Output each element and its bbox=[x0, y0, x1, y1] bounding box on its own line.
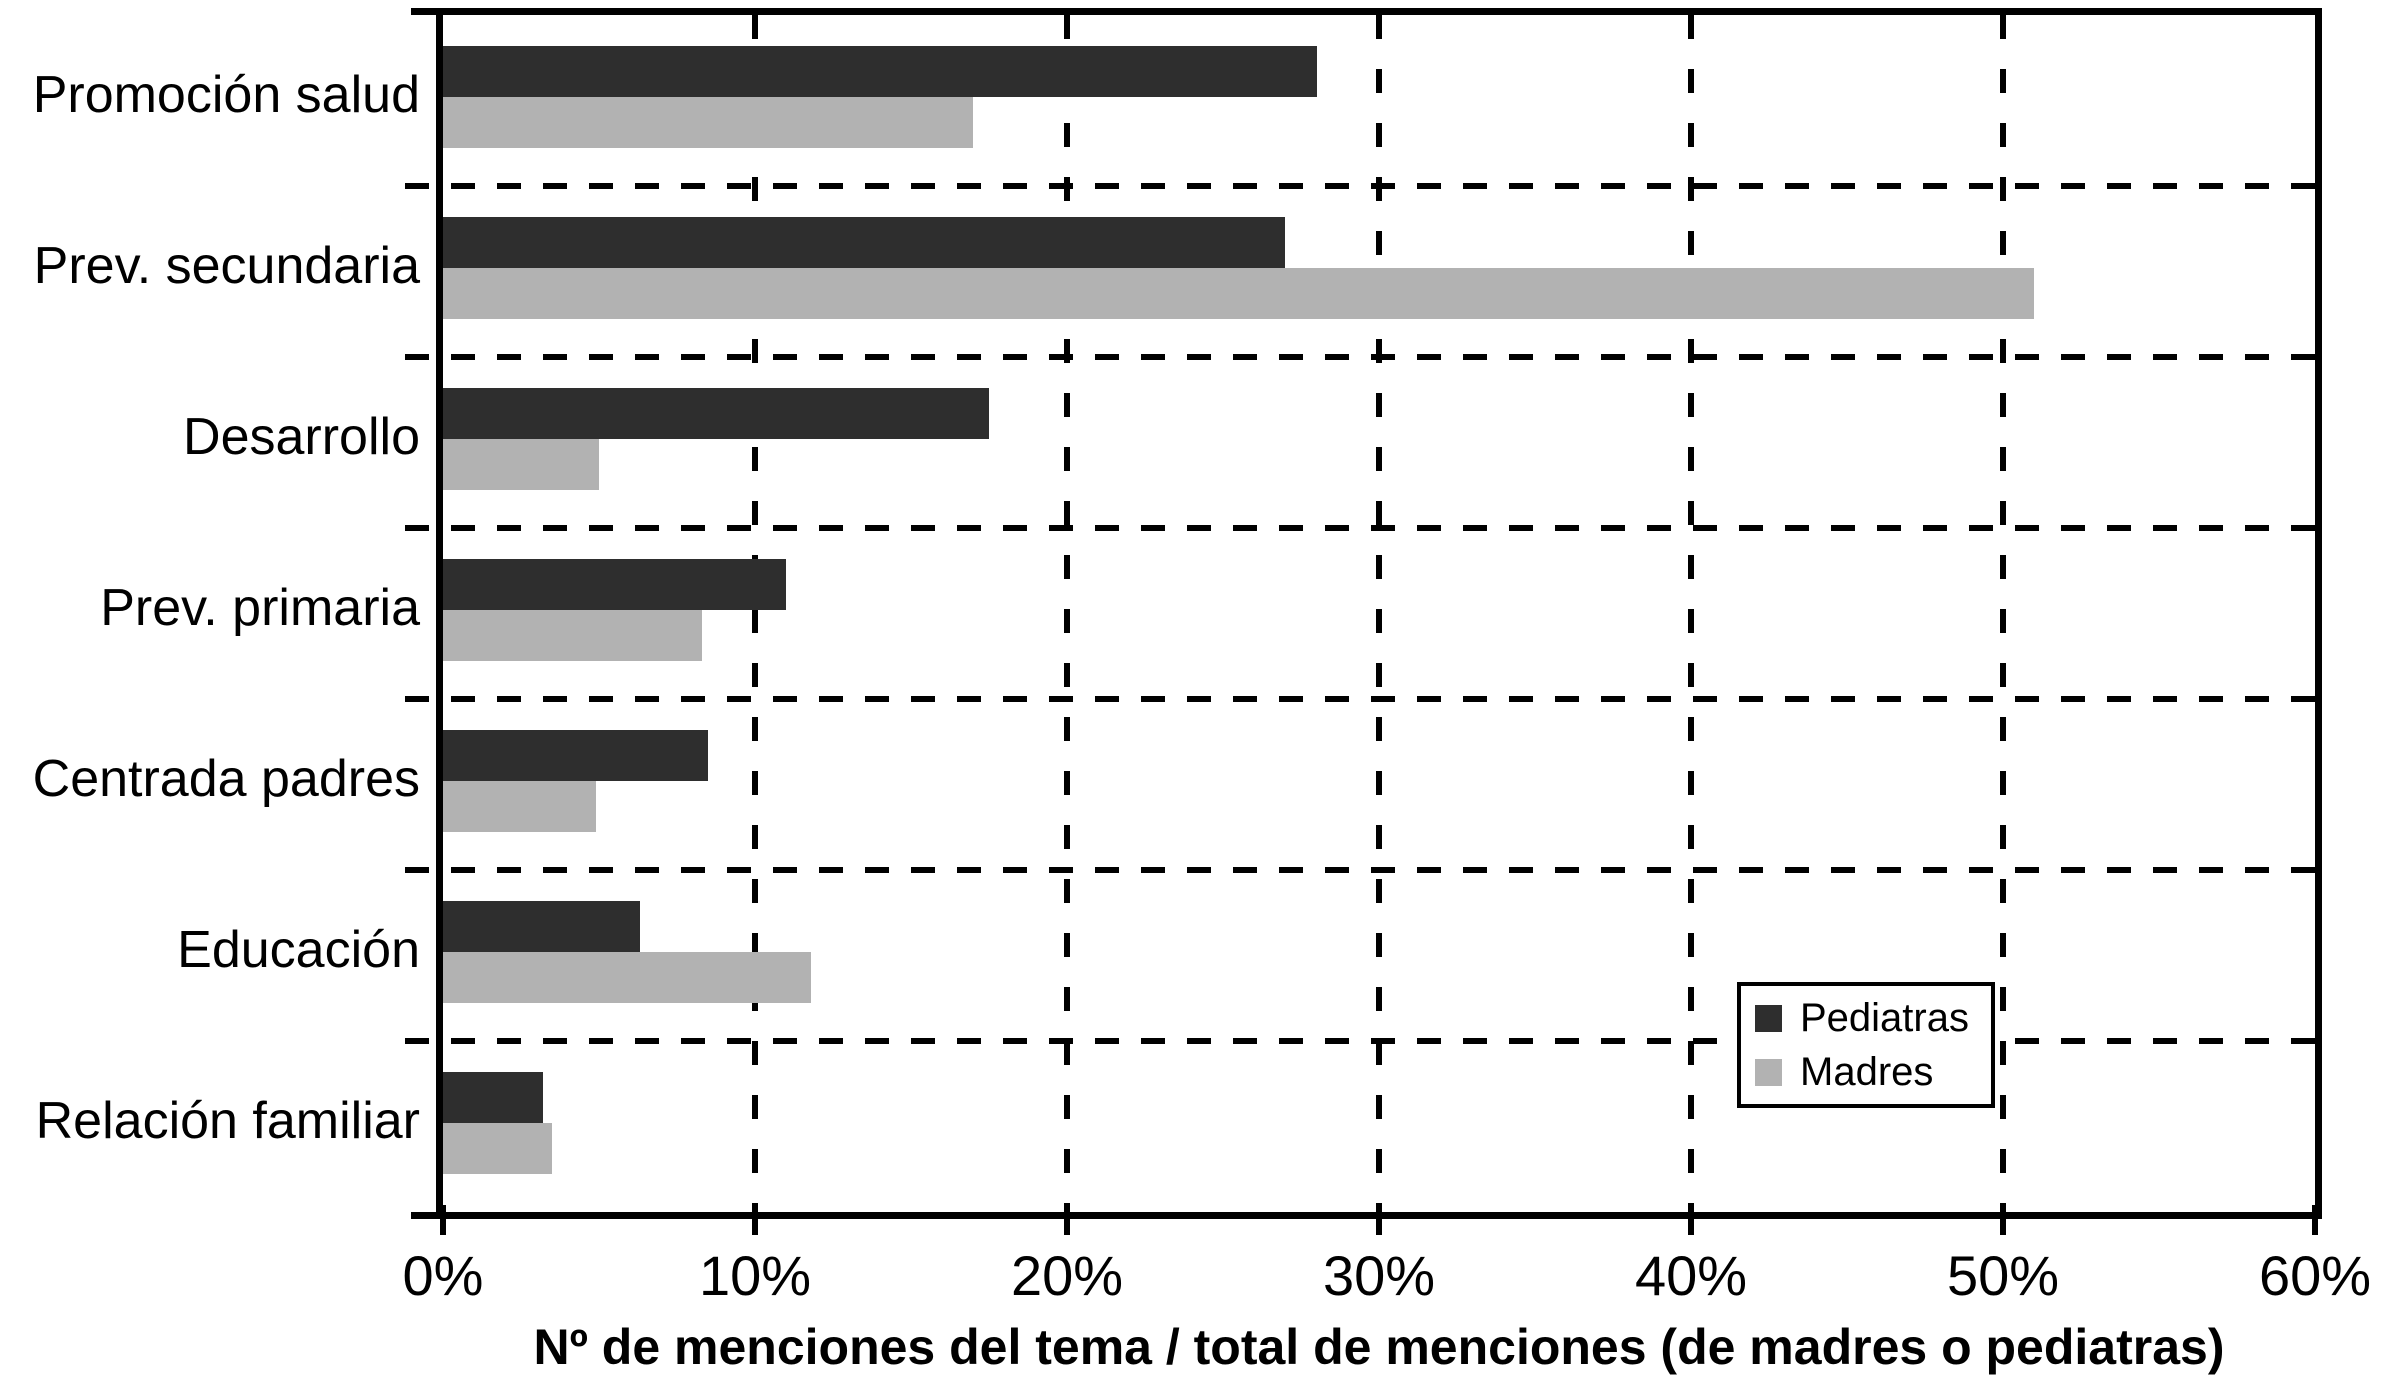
bar-madres-7 bbox=[443, 1123, 553, 1174]
y-axis-label: Promoción salud bbox=[32, 65, 420, 124]
x-axis-tick-mark bbox=[752, 1205, 758, 1235]
x-axis-tick-label: 0% bbox=[402, 1244, 484, 1307]
horizontal-gridline bbox=[405, 1038, 2315, 1044]
x-axis-tick-label: 20% bbox=[1010, 1244, 1124, 1307]
grid-layer bbox=[405, 15, 2315, 1212]
bar-pediatras-4 bbox=[443, 559, 787, 610]
bar-pediatras-6 bbox=[443, 901, 640, 952]
bar-madres-5 bbox=[443, 781, 596, 832]
legend-swatch-pediatras bbox=[1755, 1004, 1782, 1032]
y-axis-label: Centrada padres bbox=[32, 749, 420, 808]
bar-pediatras-5 bbox=[443, 730, 709, 781]
y-axis-label: Prev. secundaria bbox=[33, 236, 420, 295]
legend: Pediatras Madres bbox=[1737, 982, 1995, 1108]
x-axis-tick-mark bbox=[2312, 1205, 2318, 1235]
vertical-gridline bbox=[752, 15, 758, 1212]
legend-item: Madres bbox=[1755, 1052, 1991, 1092]
x-axis-ticks bbox=[440, 15, 2318, 1235]
x-axis-tick-mark bbox=[2000, 1205, 2006, 1235]
x-axis-tick-mark bbox=[440, 1205, 446, 1235]
bar-madres-2 bbox=[443, 268, 2035, 319]
y-axis-label: Desarrollo bbox=[183, 407, 420, 466]
vertical-gridline bbox=[1376, 15, 1382, 1212]
x-axis-tick-label: 60% bbox=[2258, 1244, 2372, 1307]
plot-area bbox=[405, 8, 2322, 1235]
x-axis-tick-mark bbox=[1688, 1205, 1694, 1235]
vertical-gridline bbox=[1064, 15, 1070, 1212]
legend-label: Pediatras bbox=[1800, 996, 1969, 1040]
legend-label: Madres bbox=[1800, 1050, 1934, 1094]
bar-madres-4 bbox=[443, 610, 702, 661]
x-axis-title: Nº de menciones del tema / total de menc… bbox=[533, 1319, 2225, 1375]
horizontal-gridline bbox=[405, 525, 2315, 531]
y-axis-label: Educación bbox=[177, 920, 420, 979]
x-axis-tick-mark bbox=[1064, 1205, 1070, 1235]
bar-madres-6 bbox=[443, 952, 812, 1003]
horizontal-gridline bbox=[405, 354, 2315, 360]
bar-pediatras-2 bbox=[443, 217, 1286, 268]
x-axis-tick-label: 10% bbox=[698, 1244, 812, 1307]
y-axis-bottom-tick bbox=[411, 1212, 436, 1219]
x-axis-tick-label: 30% bbox=[1322, 1244, 1436, 1307]
bar-pediatras-7 bbox=[443, 1072, 543, 1123]
horizontal-gridline bbox=[405, 696, 2315, 702]
y-axis-label: Relación familiar bbox=[35, 1091, 420, 1150]
horizontal-gridline bbox=[405, 867, 2315, 873]
bars-layer bbox=[443, 15, 2315, 1212]
bar-pediatras-3 bbox=[443, 388, 989, 439]
bar-madres-3 bbox=[443, 439, 599, 490]
vertical-gridline bbox=[1688, 15, 1694, 1212]
x-axis-tick-mark bbox=[1376, 1205, 1382, 1235]
y-axis-label: Prev. primaria bbox=[100, 578, 420, 637]
y-axis-top-tick bbox=[411, 8, 436, 15]
bar-pediatras-1 bbox=[443, 46, 1317, 97]
x-axis-tick-label: 40% bbox=[1634, 1244, 1748, 1307]
horizontal-gridline bbox=[405, 183, 2315, 189]
legend-item: Pediatras bbox=[1755, 998, 1991, 1038]
vertical-gridline bbox=[2000, 15, 2006, 1212]
legend-swatch-madres bbox=[1755, 1058, 1782, 1086]
x-axis-tick-labels: 0% 10% 20% 30% 40% 50% 60% bbox=[403, 1244, 2372, 1318]
bar-madres-1 bbox=[443, 97, 974, 148]
x-axis-tick-label: 50% bbox=[1946, 1244, 2060, 1307]
